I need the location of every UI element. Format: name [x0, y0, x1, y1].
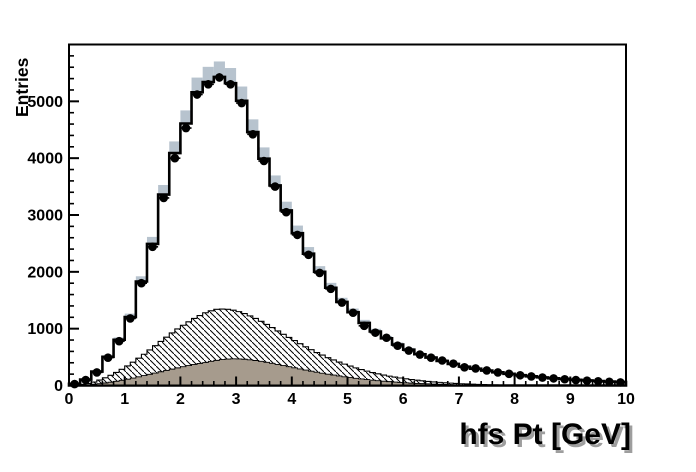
data-point-marker	[504, 369, 514, 379]
data-point-marker	[515, 370, 525, 380]
data-point-marker	[393, 341, 402, 351]
data-point-marker	[359, 321, 369, 331]
mc-total-step-line	[67, 75, 628, 387]
data-point-marker	[304, 250, 313, 260]
x-tick-label: 7	[454, 391, 463, 408]
x-tick-label: 8	[510, 391, 519, 408]
data-point-marker	[604, 377, 614, 387]
data-point-marker	[527, 372, 536, 381]
data-point-marker	[215, 73, 224, 82]
y-axis-title-group: Entries	[12, 57, 32, 117]
x-axis-title: hfs Pt [GeV]	[459, 418, 631, 451]
data-point-marker	[159, 193, 168, 203]
data-point-marker	[103, 353, 113, 362]
data-point-marker	[549, 374, 558, 383]
x-tick-label: 6	[399, 391, 408, 408]
data-point-marker	[571, 375, 581, 385]
data-point-marker	[415, 350, 425, 359]
y-tick-label: 3000	[27, 208, 63, 225]
data-point-marker	[460, 363, 469, 372]
x-axis-title-group: hfs Pt [GeV] hfs Pt [GeV]	[459, 418, 634, 454]
data-points-series	[69, 73, 626, 389]
data-point-marker	[237, 98, 246, 108]
data-point-marker	[293, 230, 302, 240]
data-point-marker	[326, 284, 336, 294]
data-point-marker	[593, 376, 603, 386]
data-point-marker	[203, 79, 213, 89]
x-tick-label: 9	[566, 391, 575, 408]
x-tick-label: 5	[343, 391, 352, 408]
x-tick-label: 2	[176, 391, 185, 408]
data-point-marker	[337, 298, 347, 307]
y-tick-label: 0	[54, 378, 63, 395]
data-point-marker	[92, 368, 102, 377]
data-point-marker	[315, 268, 324, 278]
data-point-marker	[582, 376, 592, 385]
data-point-marker	[348, 308, 358, 318]
data-point-marker	[538, 373, 547, 382]
y-axis-title: Entries	[12, 57, 32, 117]
data-point-marker	[616, 378, 625, 387]
data-point-marker	[114, 336, 124, 346]
data-point-marker	[471, 364, 480, 373]
x-tick-label: 1	[120, 391, 129, 408]
x-tick-label: 4	[287, 391, 296, 408]
data-point-marker	[148, 242, 157, 252]
data-point-marker	[70, 379, 79, 389]
y-tick-label: 5000	[27, 94, 63, 111]
data-point-marker	[137, 278, 146, 288]
data-point-marker	[248, 129, 258, 139]
data-point-marker	[125, 314, 135, 323]
x-tick-label: 3	[232, 391, 241, 408]
y-tick-label: 4000	[27, 151, 63, 168]
data-point-marker	[560, 374, 570, 384]
data-point-marker	[81, 375, 91, 385]
data-point-marker	[170, 153, 180, 163]
mc-total-histogram-series	[67, 75, 628, 387]
data-point-marker	[449, 359, 458, 368]
data-point-marker	[259, 156, 269, 166]
y-tick-label: 1000	[27, 321, 63, 338]
data-point-marker	[404, 346, 414, 355]
x-tick-label: 0	[65, 391, 74, 408]
data-point-marker	[226, 79, 235, 89]
data-point-marker	[493, 368, 503, 377]
y-axis: 0 1000 2000 3000 4000 5000	[27, 55, 79, 395]
data-point-marker	[382, 333, 391, 343]
data-point-marker	[437, 356, 447, 365]
data-point-marker	[181, 123, 191, 133]
data-point-marker	[371, 328, 380, 337]
x-tick-label: 10	[617, 391, 635, 408]
data-point-marker	[426, 353, 436, 362]
data-point-marker	[270, 182, 280, 191]
y-tick-label: 2000	[27, 264, 63, 281]
data-point-marker	[281, 207, 291, 217]
x-axis-title-shadow: hfs Pt [GeV]	[462, 421, 634, 454]
data-point-marker	[482, 366, 492, 375]
data-point-marker	[192, 90, 202, 99]
